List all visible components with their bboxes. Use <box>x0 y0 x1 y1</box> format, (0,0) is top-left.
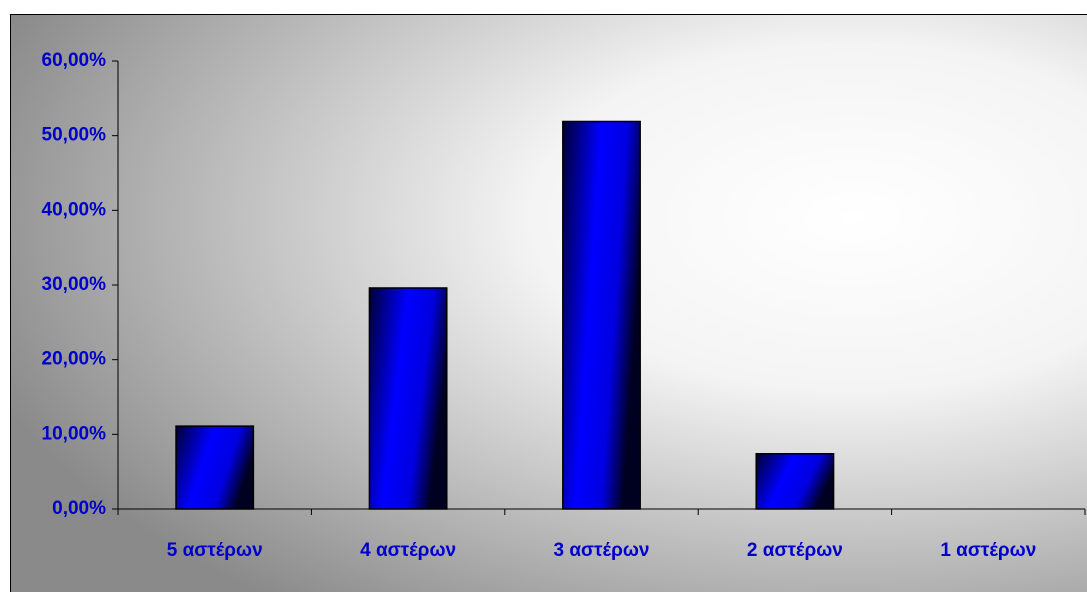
x-tick-label: 5 αστέρων <box>167 540 263 561</box>
y-tick-label: 0,00% <box>52 498 106 519</box>
x-tick-label: 4 αστέρων <box>360 540 456 561</box>
y-tick-label: 50,00% <box>42 125 107 146</box>
chart-area <box>10 14 1087 592</box>
y-tick-label: 20,00% <box>42 349 107 370</box>
x-tick-label: 1 αστέρων <box>940 540 1036 561</box>
y-tick-label: 30,00% <box>42 274 107 295</box>
bar <box>368 287 448 510</box>
y-tick-label: 60,00% <box>42 50 107 71</box>
x-tick-label: 2 αστέρων <box>747 540 843 561</box>
y-tick-label: 10,00% <box>42 423 107 444</box>
bar <box>755 452 835 510</box>
bar <box>562 120 641 510</box>
x-tick-label: 3 αστέρων <box>554 540 650 561</box>
bar <box>175 425 255 510</box>
y-tick-label: 40,00% <box>42 199 107 220</box>
